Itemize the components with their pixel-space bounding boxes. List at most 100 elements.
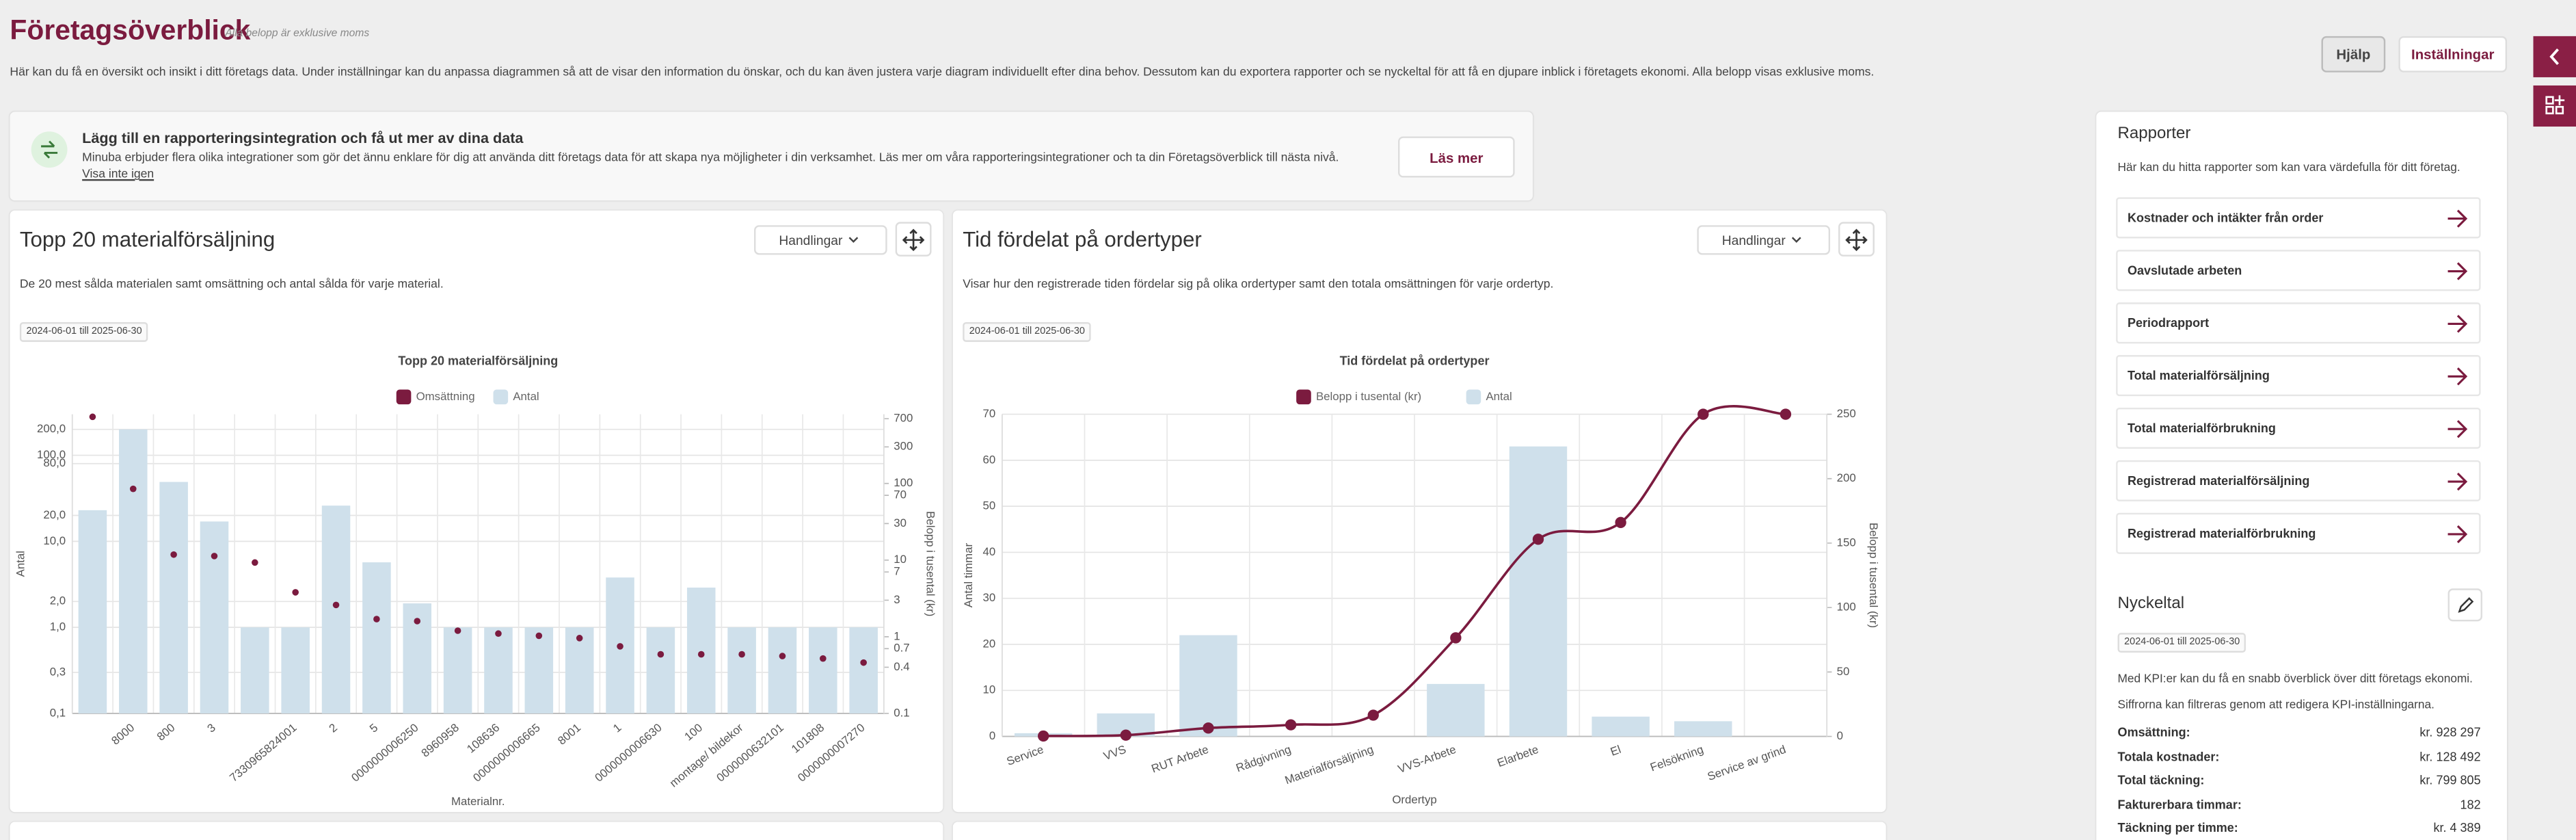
legend-swatch — [396, 389, 412, 405]
y-tick-label: 70 — [983, 407, 996, 420]
bar — [484, 627, 513, 713]
y2-tick-label: 0 — [1837, 729, 1843, 742]
actions-button[interactable]: Handlingar — [754, 225, 887, 255]
chart: 0 10 20 30 40 50 60 70 0 50 100 150 200 250 Service VVS… — [962, 354, 1880, 806]
actions-button[interactable]: Handlingar — [1697, 225, 1831, 255]
reports-title: Rapporter — [2117, 124, 2191, 144]
bar — [524, 627, 554, 713]
card-title: Tid fördelat på ordertyper — [963, 226, 1202, 252]
point — [495, 630, 502, 638]
y-tick-label: 80,0 — [43, 456, 66, 469]
y2-tick-label: 250 — [1837, 407, 1856, 420]
report-label: Periodrapport — [2127, 315, 2210, 331]
x-tick-label: 8960958 — [419, 721, 461, 760]
x-tick-label: montage/ bildekor — [667, 721, 746, 790]
reports-description: Här kan du hitta rapporter som kan vara … — [2117, 159, 2460, 174]
bar — [1179, 635, 1237, 737]
bar — [1674, 721, 1732, 737]
report-label: Total materialförbrukning — [2127, 421, 2276, 436]
pencil-icon — [2457, 597, 2473, 613]
bar — [849, 627, 878, 713]
point — [657, 651, 665, 658]
page-title: Företagsöverblick — [10, 14, 251, 47]
point — [820, 655, 827, 662]
bar — [241, 627, 269, 713]
y2-tick-label: 3 — [894, 593, 900, 606]
bar — [159, 482, 188, 713]
page-subtitle: Alla belopp är exklusive moms — [225, 27, 370, 40]
move-button[interactable] — [895, 222, 932, 257]
point — [1120, 729, 1131, 741]
y2-tick-label: 10 — [894, 553, 907, 566]
x-tick-label: Elarbete — [1496, 743, 1540, 770]
help-button[interactable]: Hjälp — [2321, 36, 2386, 73]
x-tick-label: 1 — [611, 721, 623, 735]
settings-button[interactable]: Inställningar — [2398, 36, 2508, 73]
chevron-icon — [2549, 48, 2560, 65]
point — [617, 643, 623, 650]
point — [252, 559, 258, 566]
kpi-label: Fakturerbara timmar: — [2117, 796, 2242, 811]
legend-label: Antal — [1486, 390, 1512, 403]
edit-button[interactable] — [2447, 588, 2483, 622]
add-widget-button[interactable] — [2533, 85, 2576, 127]
dismiss-link[interactable]: Visa inte igen — [82, 166, 155, 181]
actions-label: Handlingar — [1721, 233, 1786, 248]
report-link[interactable]: Oavslutade arbeten — [2116, 250, 2481, 291]
point — [860, 659, 867, 666]
kpi-label: Omsättning: — [2117, 724, 2190, 740]
bar — [565, 627, 594, 713]
chart-title: Topp 20 materialförsäljning — [398, 354, 558, 367]
point — [1285, 719, 1297, 731]
chart-title: Tid fördelat på ordertyper — [1340, 354, 1490, 367]
y-tick-label: 10 — [983, 683, 996, 696]
x-tick-label: 5 — [367, 721, 380, 735]
kpi-label: Total täckning: — [2117, 772, 2205, 788]
point — [129, 485, 137, 493]
line — [1043, 405, 1786, 737]
arrow-icon — [2447, 209, 2468, 228]
chart-card-partial — [952, 822, 1886, 840]
x-tick-label: 8001 — [555, 721, 583, 748]
report-link[interactable]: Total materialförbrukning — [2116, 407, 2481, 449]
integration-banner: Lägg till en rapporteringsintegration oc… — [10, 111, 1533, 201]
bar — [321, 506, 351, 713]
y2-tick-label: 7 — [894, 565, 900, 578]
bar — [727, 627, 756, 713]
report-label: Oavslutade arbeten — [2127, 263, 2242, 278]
arrow-icon — [2447, 315, 2468, 333]
bar — [1592, 716, 1650, 737]
kpi-value: kr. 4 389 — [2433, 820, 2481, 835]
y-tick-label: 30 — [983, 591, 996, 604]
x-tick-label: Service av grind — [1706, 743, 1788, 783]
bar — [646, 627, 675, 713]
y-tick-label: 0 — [989, 729, 995, 742]
report-link[interactable]: Kostnader och intäkter från order — [2116, 197, 2481, 239]
report-link[interactable]: Registrerad materialförbrukning — [2116, 512, 2481, 554]
y-tick-label: 20,0 — [43, 508, 66, 521]
x-tick-label: 7330965824001 — [227, 721, 299, 785]
report-link[interactable]: Registrerad materialförsäljning — [2116, 460, 2481, 501]
y-tick-label: 50 — [983, 499, 996, 512]
y2-tick-label: 0.7 — [894, 642, 909, 655]
grid-icon — [2545, 95, 2565, 115]
read-more-button[interactable]: Läs mer — [1398, 136, 1515, 178]
x-axis-label: Ordertyp — [1392, 793, 1436, 806]
chart-card: Tid fördelat på ordertyper Handlingar Vi… — [952, 210, 1886, 813]
y-axis-label: Antal — [14, 551, 27, 577]
point — [170, 551, 177, 558]
point — [1038, 730, 1049, 742]
report-link[interactable]: Periodrapport — [2116, 302, 2481, 344]
legend-label: Antal — [513, 390, 539, 403]
report-link[interactable]: Total materialförsäljning — [2116, 355, 2481, 397]
bar — [443, 627, 472, 713]
x-tick-label: Materialförsäljning — [1283, 743, 1376, 787]
arrow-icon — [2447, 262, 2468, 280]
y-tick-label: 0,3 — [50, 665, 66, 678]
collapse-button[interactable] — [2533, 36, 2576, 77]
x-tick-label: Service — [1005, 743, 1045, 768]
move-button[interactable] — [1838, 222, 1875, 257]
kpi-description: Siffrorna kan filtreras genom att redige… — [2117, 696, 2434, 712]
